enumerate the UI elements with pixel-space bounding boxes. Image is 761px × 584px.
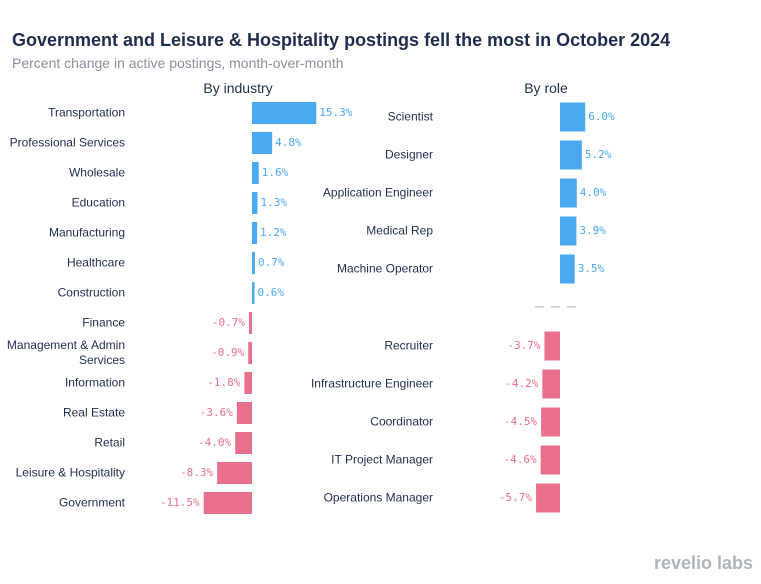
value-label: -4.0% <box>198 436 231 449</box>
category-label: Management & Admin Services <box>6 338 125 367</box>
value-label: -3.6% <box>200 406 233 419</box>
value-label: 4.8% <box>275 136 302 149</box>
category-label: Wholesale <box>68 165 125 180</box>
bar <box>252 252 255 274</box>
value-label: 0.7% <box>258 256 285 269</box>
bar <box>252 192 258 214</box>
category-label: Application Engineer <box>322 185 433 200</box>
panel-title: By industry <box>203 80 273 96</box>
category-label: IT Project Manager <box>331 452 433 467</box>
value-label: -4.2% <box>505 377 538 390</box>
category-label: Professional Services <box>9 135 125 150</box>
title: Government and Leisure & Hospitality pos… <box>12 30 671 50</box>
panel-title: By role <box>524 80 568 96</box>
bar <box>560 254 575 284</box>
value-label: -11.5% <box>160 496 200 509</box>
bar <box>252 162 259 184</box>
category-label: Leisure & Hospitality <box>15 465 125 480</box>
bar <box>541 407 560 437</box>
value-label: -8.3% <box>180 466 213 479</box>
logo: revelio labs <box>653 553 753 573</box>
value-label: -4.5% <box>504 415 537 428</box>
category-label: Machine Operator <box>336 261 433 276</box>
bar <box>252 282 255 304</box>
value-label: -0.7% <box>212 316 245 329</box>
bar <box>236 402 252 424</box>
value-label: -3.7% <box>507 339 540 352</box>
value-label: 3.5% <box>578 262 605 275</box>
bar <box>217 462 252 484</box>
category-label: Infrastructure Engineer <box>310 376 433 391</box>
value-label: 3.9% <box>579 224 606 237</box>
category-label: Education <box>71 195 125 210</box>
value-label: -4.6% <box>504 453 537 466</box>
bar <box>544 331 560 361</box>
bar <box>540 445 560 475</box>
category-label: Recruiter <box>384 338 433 353</box>
category-label: Transportation <box>48 105 125 120</box>
category-label: Information <box>64 375 125 390</box>
value-label: 6.0% <box>588 110 615 123</box>
category-label: Government <box>58 495 125 510</box>
value-label: 5.2% <box>585 148 612 161</box>
category-label: Designer <box>384 147 433 162</box>
value-label: 1.3% <box>260 196 287 209</box>
category-label: Real Estate <box>62 405 125 420</box>
bar <box>560 140 582 170</box>
bar <box>248 342 252 364</box>
value-label: 1.6% <box>262 166 289 179</box>
bar <box>560 216 577 246</box>
bar <box>252 132 273 154</box>
value-label: -0.9% <box>211 346 244 359</box>
category-label: Construction <box>57 285 125 300</box>
value-label: 4.0% <box>580 186 607 199</box>
value-label: 15.3% <box>319 106 352 119</box>
bar <box>560 102 586 132</box>
category-label: Scientist <box>387 109 433 124</box>
category-label: Manufacturing <box>48 225 125 240</box>
bar <box>542 369 560 399</box>
value-label: -5.7% <box>499 491 532 504</box>
bar <box>536 483 560 513</box>
bar <box>235 432 252 454</box>
bar <box>249 312 252 334</box>
subtitle: Percent change in active postings, month… <box>12 55 344 71</box>
category-label: Finance <box>82 315 125 330</box>
bar <box>252 222 258 244</box>
bar <box>244 372 252 394</box>
category-label: Coordinator <box>370 414 433 429</box>
value-label: 0.6% <box>258 286 285 299</box>
bar <box>203 492 252 514</box>
bar <box>560 178 577 208</box>
category-label: Medical Rep <box>366 223 433 238</box>
category-label: Healthcare <box>66 255 125 270</box>
category-label: Operations Manager <box>323 490 433 505</box>
value-label: -1.8% <box>207 376 240 389</box>
value-label: 1.2% <box>260 226 287 239</box>
bar <box>252 102 317 124</box>
category-label: Retail <box>94 435 125 450</box>
